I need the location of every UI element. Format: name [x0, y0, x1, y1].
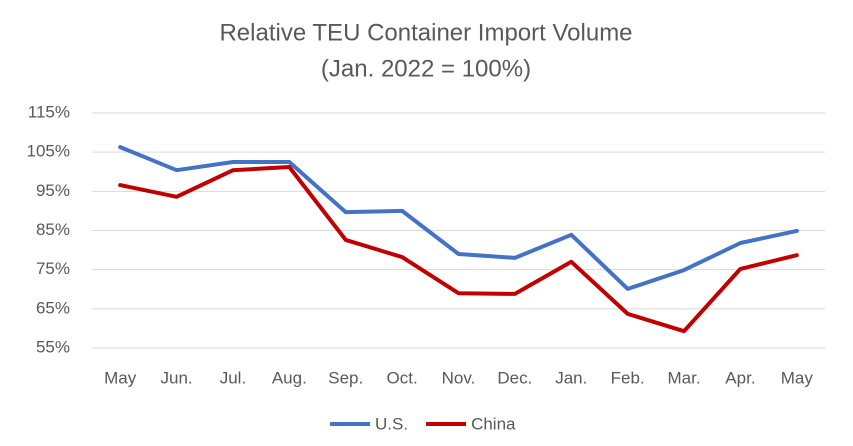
x-tick-label: Mar. — [668, 368, 701, 387]
x-tick-label: Jan. — [555, 368, 587, 387]
y-tick-label: 55% — [36, 337, 70, 356]
chart-subtitle: (Jan. 2022 = 100%) — [321, 55, 531, 82]
y-tick-label: 95% — [36, 181, 70, 200]
x-tick-label: Jun. — [161, 368, 193, 387]
x-tick-label: May — [104, 368, 137, 387]
x-tick-label: Dec. — [497, 368, 532, 387]
data-line — [118, 145, 799, 291]
data-line — [118, 165, 799, 334]
legend-label: U.S. — [375, 414, 408, 433]
x-tick-label: Aug. — [272, 368, 307, 387]
x-tick-label: Feb. — [611, 368, 645, 387]
x-tick-label: Oct. — [387, 368, 418, 387]
y-tick-label: 105% — [27, 142, 70, 161]
x-tick-label: Jul. — [220, 368, 246, 387]
legend-label: China — [471, 414, 516, 433]
x-tick-label: Nov. — [442, 368, 476, 387]
x-tick-label: Apr. — [725, 368, 755, 387]
x-tick-label: May — [781, 368, 814, 387]
y-tick-label: 75% — [36, 259, 70, 278]
y-tick-label: 115% — [28, 102, 70, 121]
y-tick-label: 85% — [36, 220, 70, 239]
chart-title: Relative TEU Container Import Volume — [219, 19, 632, 46]
y-tick-label: 65% — [36, 298, 70, 317]
x-tick-label: Sep. — [328, 368, 363, 387]
